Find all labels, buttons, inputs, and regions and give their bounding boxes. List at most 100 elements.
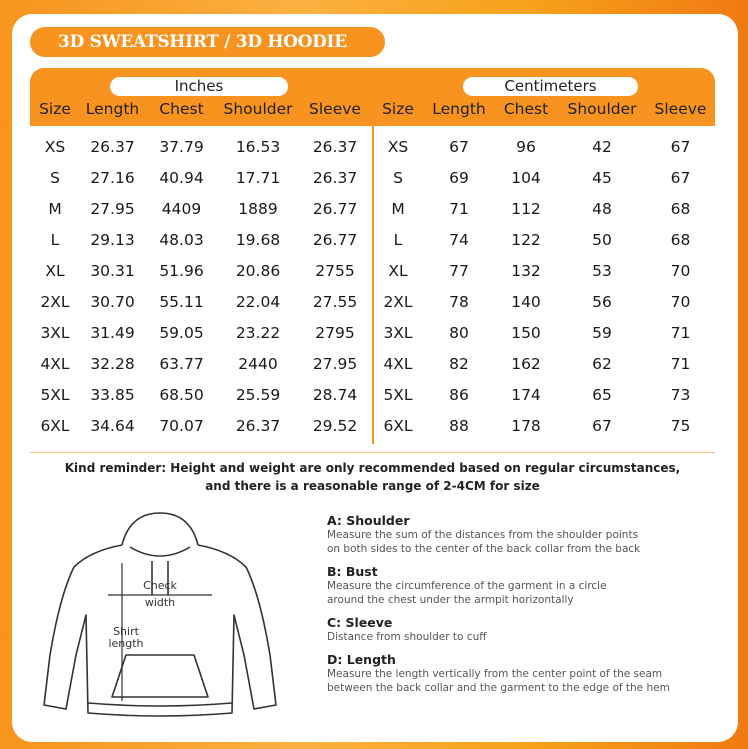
cm-length-cell: 78 bbox=[449, 293, 469, 311]
inches-sleeve-cell: 26.77 bbox=[312, 231, 358, 249]
inches-size-cell: 5XL bbox=[40, 386, 70, 404]
inches-sleeve-cell: 27.55 bbox=[312, 293, 358, 311]
inches-label: Inches bbox=[110, 77, 288, 96]
inches-size-cell: 3XL bbox=[40, 324, 70, 342]
inches-sleeve-cell: 26.37 bbox=[312, 138, 358, 156]
inches-length-cell: 34.64 bbox=[90, 417, 135, 435]
table-row: 4XL 32.28 63.77 2440 27.95 4XL 82 162 62 71 bbox=[30, 349, 715, 380]
table-row: 2XL 30.70 55.11 22.04 27.55 2XL 78 140 56 70 bbox=[30, 287, 715, 318]
cm-chest-cell: 112 bbox=[511, 200, 541, 218]
inches-chest-cell: 68.50 bbox=[159, 386, 204, 404]
inches-shoulder-cell: 19.68 bbox=[235, 231, 281, 249]
definition-title: A: Shoulder bbox=[327, 513, 410, 528]
cm-shoulder-cell: 56 bbox=[592, 293, 612, 311]
definition-text: on both sides to the center of the back … bbox=[327, 543, 641, 555]
hoodie-outline-icon bbox=[43, 512, 277, 717]
cm-shoulder-cell: 50 bbox=[592, 231, 612, 249]
cm-size-cell: 4XL bbox=[383, 355, 413, 373]
cm-shoulder-cell: 48 bbox=[592, 200, 612, 218]
inches-length-cell: 33.85 bbox=[90, 386, 135, 404]
cm-length-cell: 69 bbox=[449, 169, 469, 187]
definition-text: between the back collar and the garment … bbox=[327, 682, 670, 694]
cm-length-cell: 88 bbox=[449, 417, 469, 435]
hoodie-diagram: Check width Shirt length bbox=[43, 512, 277, 717]
inches-chest-cell: 63.77 bbox=[159, 355, 204, 373]
column-header-size: Size bbox=[39, 100, 71, 118]
table-row: 6XL 34.64 70.07 26.37 29.52 6XL 88 178 67 75 bbox=[30, 411, 715, 442]
inches-size-cell: XS bbox=[44, 138, 66, 156]
definition-text: Distance from shoulder to cuff bbox=[327, 631, 487, 643]
cm-sleeve-cell: 68 bbox=[670, 200, 691, 218]
cm-length-cell: 86 bbox=[449, 386, 469, 404]
cm-length-cell: 77 bbox=[449, 262, 469, 280]
inches-sleeve-cell: 29.52 bbox=[312, 417, 358, 435]
column-header-chest: Chest bbox=[159, 100, 204, 118]
cm-chest-cell: 96 bbox=[516, 138, 536, 156]
inches-shoulder-cell: 20.86 bbox=[235, 262, 281, 280]
definition-item: C: Sleeve Distance from shoulder to cuff bbox=[327, 615, 727, 644]
kind-reminder: Kind reminder: Height and weight are onl… bbox=[30, 459, 715, 495]
table-row: XS 26.37 37.79 16.53 26.37 XS 67 96 42 67 bbox=[30, 132, 715, 163]
measurement-lines bbox=[108, 563, 212, 701]
inches-shoulder-cell: 22.04 bbox=[235, 293, 281, 311]
inches-length-cell: 27.95 bbox=[90, 200, 135, 218]
cm-sleeve-cell: 70 bbox=[670, 293, 691, 311]
column-header-sleeve: Sleeve bbox=[309, 100, 361, 118]
cm-chest-cell: 104 bbox=[511, 169, 541, 187]
inches-sleeve-cell: 26.37 bbox=[312, 169, 358, 187]
inches-chest-cell: 40.94 bbox=[159, 169, 204, 187]
inches-shoulder-cell: 23.22 bbox=[235, 324, 281, 342]
definition-text: Measure the sum of the distances from th… bbox=[327, 529, 639, 541]
cm-size-cell: XL bbox=[388, 262, 408, 280]
check-width-label: Check bbox=[143, 579, 177, 592]
cm-size-cell: XS bbox=[387, 138, 409, 156]
table-header: Inches Centimeters Size Length Chest Should… bbox=[30, 68, 715, 126]
column-headers: Size Length Chest Shoulder Sleeve Size Length C… bbox=[30, 100, 715, 118]
definition-text: Measure the circumference of the garment… bbox=[327, 580, 607, 592]
cm-shoulder-cell: 67 bbox=[592, 417, 612, 435]
table-row: 3XL 31.49 59.05 23.22 2795 3XL 80 150 59 71 bbox=[30, 318, 715, 349]
definition-item: D: Length Measure the length vertically f… bbox=[327, 652, 727, 695]
cm-sleeve-cell: 68 bbox=[670, 231, 691, 249]
cm-chest-cell: 150 bbox=[511, 324, 541, 342]
definition-text: around the chest under the armpit horizo… bbox=[327, 594, 574, 606]
cm-size-cell: M bbox=[391, 200, 405, 218]
inches-length-cell: 30.70 bbox=[90, 293, 135, 311]
shirt-length-label: Shirt bbox=[113, 625, 140, 638]
inches-length-cell: 31.49 bbox=[90, 324, 135, 342]
inches-shoulder-cell: 26.37 bbox=[235, 417, 281, 435]
reminder-line: Kind reminder: Height and weight are onl… bbox=[64, 461, 681, 475]
inches-size-cell: 2XL bbox=[40, 293, 70, 311]
definition-title: C: Sleeve bbox=[327, 615, 393, 630]
inches-sleeve-cell: 28.74 bbox=[312, 386, 358, 404]
cm-size-cell: S bbox=[393, 169, 403, 187]
cm-sleeve-cell: 67 bbox=[670, 169, 691, 187]
inches-size-cell: M bbox=[48, 200, 62, 218]
table-row: M 27.95 4409 1889 26.77 M 71 112 48 68 bbox=[30, 194, 715, 225]
cm-sleeve-cell: 71 bbox=[670, 355, 691, 373]
definition-text: Measure the length vertically from the c… bbox=[327, 668, 663, 680]
inches-length-cell: 30.31 bbox=[90, 262, 135, 280]
cm-size-cell: 3XL bbox=[383, 324, 413, 342]
table-row: S 27.16 40.94 17.71 26.37 S 69 104 45 67 bbox=[30, 163, 715, 194]
column-header-chest: Chest bbox=[503, 100, 549, 118]
cm-size-cell: 6XL bbox=[383, 417, 413, 435]
inches-sleeve-cell: 27.95 bbox=[312, 355, 358, 373]
inches-chest-cell: 4409 bbox=[161, 200, 202, 218]
column-header-shoulder: Shoulder bbox=[223, 100, 293, 118]
cm-shoulder-cell: 42 bbox=[592, 138, 612, 156]
definition-item: B: Bust Measure the circumference of the … bbox=[327, 564, 727, 607]
column-header-sleeve: Sleeve bbox=[654, 100, 707, 118]
inches-chest-cell: 48.03 bbox=[159, 231, 204, 249]
cm-length-cell: 74 bbox=[449, 231, 469, 249]
inches-shoulder-cell: 2440 bbox=[238, 355, 278, 373]
inches-sleeve-cell: 2795 bbox=[315, 324, 355, 342]
inches-size-cell: S bbox=[50, 169, 60, 187]
table-row: XL 30.31 51.96 20.86 2755 XL 77 132 53 70 bbox=[30, 256, 715, 287]
cm-size-cell: 2XL bbox=[383, 293, 413, 311]
centimeters-label: Centimeters bbox=[463, 77, 638, 96]
cm-chest-cell: 178 bbox=[511, 417, 541, 435]
inches-length-cell: 26.37 bbox=[90, 138, 135, 156]
cm-shoulder-cell: 53 bbox=[592, 262, 612, 280]
shirt-length-label: length bbox=[108, 637, 143, 650]
